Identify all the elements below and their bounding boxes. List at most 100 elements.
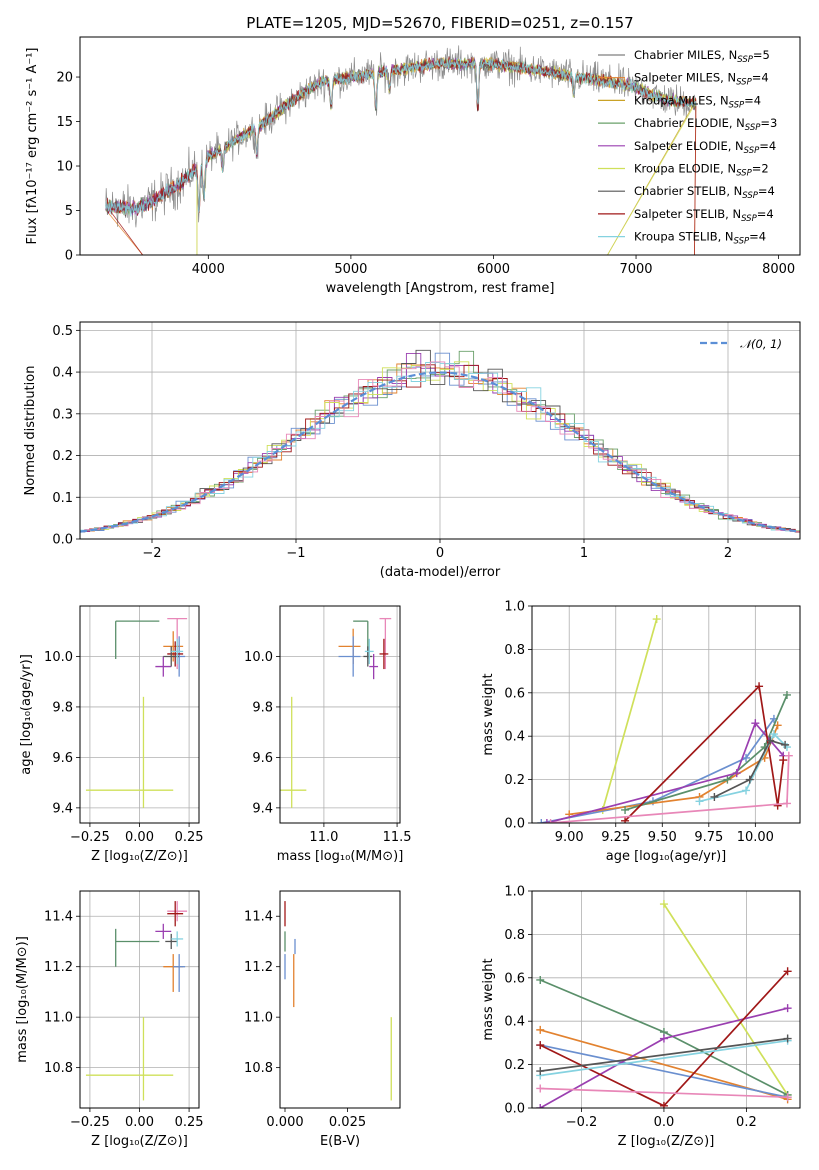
weight-marker-0-1 [652,615,661,624]
x-tick-label: 0.00 [125,1115,154,1130]
y-tick-label: 0.6 [504,686,525,701]
x-tick-label: 1 [580,546,588,561]
y-tick-label: 9.6 [252,751,273,766]
legend-label-sub: SSP [744,146,760,156]
x-axis-label: wavelength [Angstrom, rest frame] [326,281,555,296]
weight-line-0 [663,903,789,1096]
weight-marker-1-0 [537,819,546,823]
legend-label-text: Kroupa STELIB, N [634,230,734,244]
weight-line-7 [540,1037,788,1072]
weight-marker-8-1 [783,1093,792,1102]
y-tick-label: 10.8 [244,1061,273,1076]
axes-frame [279,605,401,824]
weight-line-2 [569,725,779,816]
weight-line-6 [699,732,788,803]
legend-label-text: Kroupa ELODIE, N [634,162,736,176]
x-axis-label: E(B-V) [320,1134,360,1149]
y-tick-label: 1.0 [504,600,525,615]
y-tick-label: 9.4 [252,801,273,816]
residuals-panel: −2 −1 0 1 2 0.0 0.1 0.2 0.3 0.4 0.5 (data-model)/er… [23,321,801,580]
x-tick-label: 9.75 [694,830,723,845]
y-tick-label: 0.8 [504,928,525,943]
y-tick-label: 20 [56,71,73,86]
weight-marker-5-2 [783,967,792,976]
y-tick-label: 5 [65,204,73,219]
weight-marker-4-1 [659,1034,668,1043]
x-tick-label: −1 [286,546,305,561]
y-tick-label: 0 [65,249,73,264]
y-tick-label: 0.6 [504,971,525,986]
x-tick-label: 0.025 [329,1115,366,1130]
weight-marker-7-1 [745,775,754,784]
y-tick-label: 10.0 [44,650,73,665]
x-tick-label: −0.25 [70,830,110,845]
y-axis-label: Flux [fλ10⁻¹⁷ erg cm⁻² s⁻¹ A⁻¹] [25,48,40,245]
legend-label-5: Kroupa ELODIE, NSSP=2 [634,162,769,179]
weight-line-4 [546,721,784,823]
legend-label-3: Chabrier ELODIE, NSSP=3 [634,116,777,133]
legend-label-sub: SSP [734,237,750,247]
legend-label-6: Chabrier STELIB, NSSP=4 [634,184,775,201]
mass-vs-Z-panel: −0.25 0.00 0.25 10.8 11.0 11.2 11.4 Z [log₁₀(Z/… [15,890,204,1149]
x-tick-label: 9.00 [555,830,584,845]
legend-label-n: =2 [752,162,769,176]
weight-marker-8-1 [782,799,791,808]
plot-area [284,901,392,1101]
x-tick-label: 6000 [477,262,510,277]
x-tick-label: 0.25 [175,1115,204,1130]
weight-marker-1-0 [536,975,545,984]
axes-frame [79,36,801,256]
legend-label-sub: SSP [745,123,761,133]
plot-area [85,617,188,808]
spectrum-panel: 4000 5000 6000 7000 8000 0 5 10 15 20 wavelength [… [25,36,801,296]
weight-marker-2-3 [773,721,782,730]
y-tick-label: 9.8 [52,700,73,715]
weight-marker-3-1 [723,775,732,784]
legend-label-n: =4 [749,230,766,244]
legend-label-0: Chabrier MILES, NSSP=5 [634,48,770,65]
legend-label-sub: SSP [741,214,757,224]
x-tick-label: 7000 [619,262,652,277]
weight-marker-2-0 [536,1025,545,1034]
legend-label-text: Chabrier STELIB, N [634,184,742,198]
weight-marker-4-2 [783,1004,792,1013]
weight-marker-7-1 [783,1034,792,1043]
weight-line-6 [540,1039,788,1077]
weight-marker-6-1 [742,786,751,795]
weight-marker-5-3 [779,756,788,765]
weight-marker-4-0 [536,1104,545,1108]
axes-frame [531,890,801,1109]
y-axis-label: Normed distribution [23,366,38,496]
spectrum-line-8 [105,57,697,217]
y-axis-label: mass [log₁₀(M/M⊙)] [15,936,30,1063]
weight-marker-5-2 [773,801,782,810]
legend-label-text: Kroupa MILES, N [634,93,729,107]
y-tick-label: 10.0 [244,650,273,665]
y-tick-label: 0.0 [504,817,525,832]
legend-label-8: Kroupa STELIB, NSSP=4 [634,230,766,247]
weight-line-7 [714,739,786,798]
weight-marker-5-0 [621,816,630,823]
y-tick-label: 11.0 [44,1011,73,1026]
x-tick-label: 9.50 [648,830,677,845]
y-tick-label: 0.8 [504,643,525,658]
legend-label-n: =5 [753,48,770,62]
figure-title: PLATE=1205, MJD=52670, FIBERID=0251, z=0… [246,14,633,32]
y-tick-label: 0.4 [504,1015,525,1030]
weight-marker-5-0 [536,1041,545,1050]
y-tick-label: 10.8 [44,1061,73,1076]
legend-label-sub: SSP [729,100,745,110]
legend-label-sub: SSP [736,78,752,88]
legend-label-n: =3 [760,116,777,130]
y-tick-label: 11.4 [44,910,73,925]
x-tick-label: 5000 [334,262,367,277]
x-tick-label: −0.25 [70,1115,110,1130]
x-axis-label: mass [log₁₀(M/M⊙)] [277,849,404,864]
normal-curve [80,371,800,533]
x-axis-label: Z [log₁₀(Z/Z⊙)] [91,849,188,864]
legend-label-text: Chabrier MILES, N [634,48,737,62]
y-tick-label: 11.0 [244,1011,273,1026]
legend-label-text: Salpeter MILES, N [634,71,736,85]
weight-marker-3-0 [621,805,630,814]
x-tick-label: −0.2 [566,1115,598,1130]
